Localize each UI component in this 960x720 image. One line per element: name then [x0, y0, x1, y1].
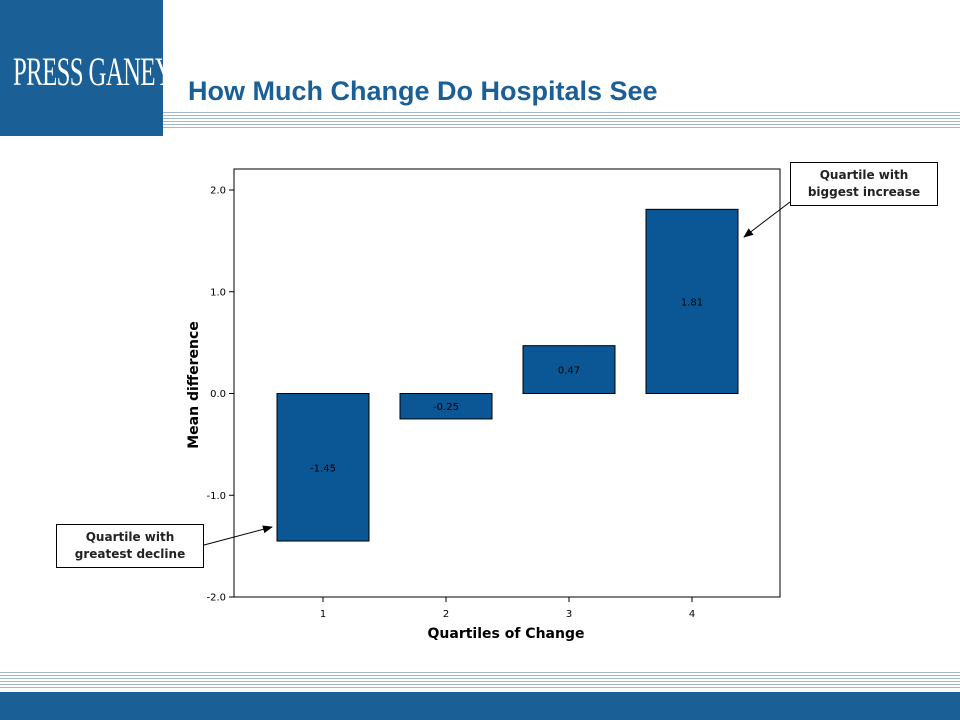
- y-tick-label: 2.0: [210, 186, 226, 197]
- bar: [276, 393, 370, 542]
- x-tick-label: 1: [320, 609, 326, 620]
- callout-line: Quartile with: [85, 530, 175, 544]
- x-axis: 1 2 3 4: [320, 597, 695, 620]
- callout-greatest-decline: Quartile with greatest decline: [56, 524, 204, 568]
- y-tick-label: -2.0: [206, 593, 226, 604]
- callout-line: greatest decline: [74, 547, 186, 561]
- y-axis: 2.0 1.0 0.0 -1.0 -2.0: [206, 186, 234, 604]
- header-rules: [163, 112, 960, 130]
- bar: [522, 345, 616, 394]
- bar-value-label: -0.25: [433, 402, 459, 413]
- x-tick-label: 4: [689, 609, 695, 620]
- logo-panel: PRESS GANEY: [0, 0, 173, 136]
- y-tick-label: 1.0: [210, 287, 226, 298]
- y-tick-label: 0.0: [210, 389, 226, 400]
- callout-line: biggest increase: [807, 185, 921, 199]
- footer-rules: [0, 672, 960, 690]
- decline-arrow: [203, 525, 273, 546]
- bar: [399, 393, 493, 420]
- bar: [645, 208, 739, 394]
- bar-value-label: -1.45: [310, 463, 336, 474]
- bars-group: -1.45 -0.25 0.47 1.81: [276, 208, 739, 542]
- footer-bar: [0, 692, 960, 720]
- bar-value-label: 1.81: [681, 297, 703, 308]
- x-tick-label: 3: [566, 609, 572, 620]
- x-axis-label: Quartiles of Change: [428, 626, 585, 642]
- page-title: How Much Change Do Hospitals See: [188, 76, 658, 106]
- callout-biggest-increase: Quartile with biggest increase: [790, 162, 938, 206]
- x-tick-label: 2: [443, 609, 449, 620]
- y-axis-label: Mean difference: [186, 321, 202, 449]
- callout-line: Quartile with: [819, 168, 909, 182]
- y-tick-label: -1.0: [206, 491, 226, 502]
- increase-arrow: [743, 201, 791, 238]
- bar-value-label: 0.47: [558, 366, 580, 377]
